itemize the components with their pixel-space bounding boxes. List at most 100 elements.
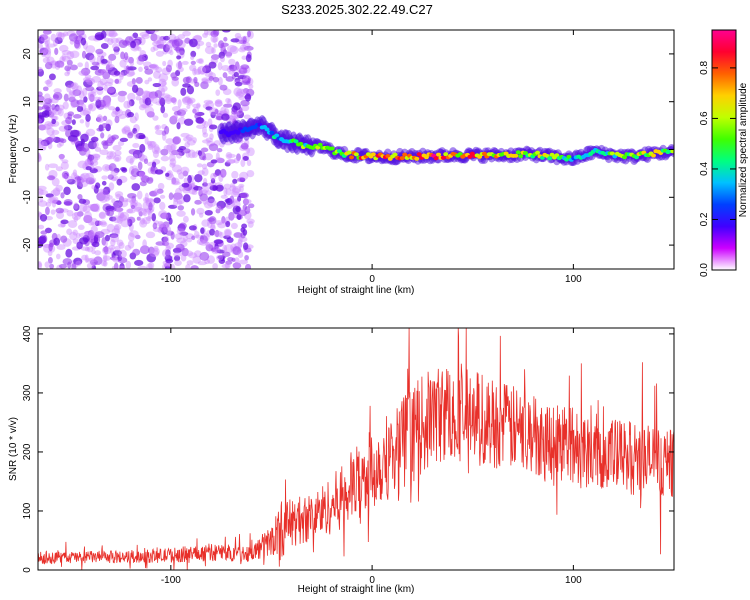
noise-blob	[203, 153, 213, 161]
noise-blob	[121, 167, 128, 173]
noise-blob	[210, 221, 216, 230]
noise-blob	[69, 231, 78, 241]
noise-blob	[46, 78, 53, 88]
noise-blob	[129, 199, 138, 205]
noise-blob	[175, 151, 183, 159]
figure-title: S233.2025.302.22.49.C27	[281, 2, 433, 17]
noise-blob	[117, 113, 127, 119]
noise-blob	[90, 203, 100, 212]
noise-blob	[83, 214, 92, 223]
noise-blob	[123, 125, 131, 133]
noise-blob	[236, 88, 247, 97]
noise-blob	[38, 43, 44, 49]
noise-blob	[100, 43, 109, 50]
noise-blob	[196, 207, 205, 215]
noise-blob	[38, 106, 44, 111]
noise-blob	[232, 102, 241, 111]
colorbar-tick-label: 0.0	[699, 263, 710, 277]
noise-blob	[209, 228, 216, 236]
ridge-cell	[298, 141, 304, 146]
noise-blob	[175, 187, 182, 197]
noise-blob	[186, 139, 196, 146]
noise-blob	[169, 49, 174, 56]
noise-blob	[103, 81, 113, 87]
noise-blob	[131, 165, 138, 172]
noise-blob	[51, 103, 56, 111]
noise-blob	[186, 85, 195, 95]
noise-blob	[180, 112, 185, 118]
noise-blob	[121, 126, 131, 134]
ridge-cell	[353, 152, 359, 157]
noise-blob	[215, 99, 223, 108]
noise-blob	[202, 182, 208, 187]
noise-blob	[189, 38, 198, 48]
noise-blob	[152, 222, 158, 230]
noise-blob	[80, 246, 90, 251]
noise-blob	[119, 212, 125, 219]
noise-blob	[163, 235, 170, 245]
noise-blob	[199, 193, 208, 202]
noise-blob	[163, 35, 170, 41]
noise-blob	[81, 254, 88, 261]
noise-blob	[84, 158, 91, 167]
ridge-cell	[349, 155, 355, 160]
noise-blob	[38, 36, 45, 44]
noise-blob	[246, 218, 255, 224]
noise-blob	[107, 174, 114, 180]
noise-blob	[61, 55, 71, 62]
noise-blob	[219, 204, 224, 211]
noise-blob	[90, 65, 100, 71]
noise-blob	[85, 52, 95, 61]
snr-ticks: -100 0 100 0 100 200 300 400	[22, 325, 674, 586]
noise-blob	[219, 84, 228, 91]
noise-blob	[243, 45, 254, 51]
ridge-cell	[440, 155, 446, 160]
noise-blob	[55, 207, 65, 214]
noise-blob	[80, 133, 89, 143]
ridge-cell	[370, 152, 376, 157]
noise-blob	[171, 180, 181, 186]
noise-blob	[205, 41, 212, 48]
noise-blob	[88, 221, 95, 226]
noise-blob	[121, 110, 127, 115]
noise-blob	[59, 61, 65, 68]
noise-blob	[129, 60, 135, 67]
noise-blob	[174, 233, 183, 240]
noise-blob	[38, 66, 43, 72]
noise-blob	[145, 30, 156, 35]
ridge-cell	[317, 142, 323, 147]
noise-blob	[87, 140, 97, 150]
noise-blob	[216, 147, 223, 153]
noise-blob	[113, 223, 122, 231]
ridge-cell	[535, 150, 541, 155]
noise-blob	[165, 44, 173, 54]
noise-blob	[151, 247, 160, 256]
noise-blob	[239, 185, 244, 193]
noise-blob	[143, 61, 152, 68]
noise-blob	[45, 44, 50, 53]
noise-blob	[99, 149, 109, 156]
noise-blob	[179, 108, 188, 113]
noise-blob	[114, 115, 120, 124]
noise-blob	[195, 117, 204, 124]
noise-blob	[183, 194, 191, 203]
noise-blob	[82, 205, 91, 213]
noise-blob	[172, 251, 183, 257]
noise-blob	[237, 177, 245, 183]
noise-blob	[80, 37, 87, 46]
noise-blob	[50, 189, 61, 196]
ridge-cell	[385, 154, 391, 159]
noise-blob	[48, 242, 53, 252]
noise-blob	[196, 163, 203, 168]
noise-blob	[173, 38, 183, 47]
noise-blob	[192, 137, 197, 143]
noise-blob	[99, 78, 108, 86]
noise-blob	[201, 219, 210, 227]
noise-blob	[242, 242, 249, 250]
noise-blob	[175, 243, 185, 252]
noise-blob	[173, 198, 178, 208]
noise-blob	[169, 115, 178, 125]
noise-blob	[214, 248, 221, 253]
noise-blob	[133, 206, 144, 213]
